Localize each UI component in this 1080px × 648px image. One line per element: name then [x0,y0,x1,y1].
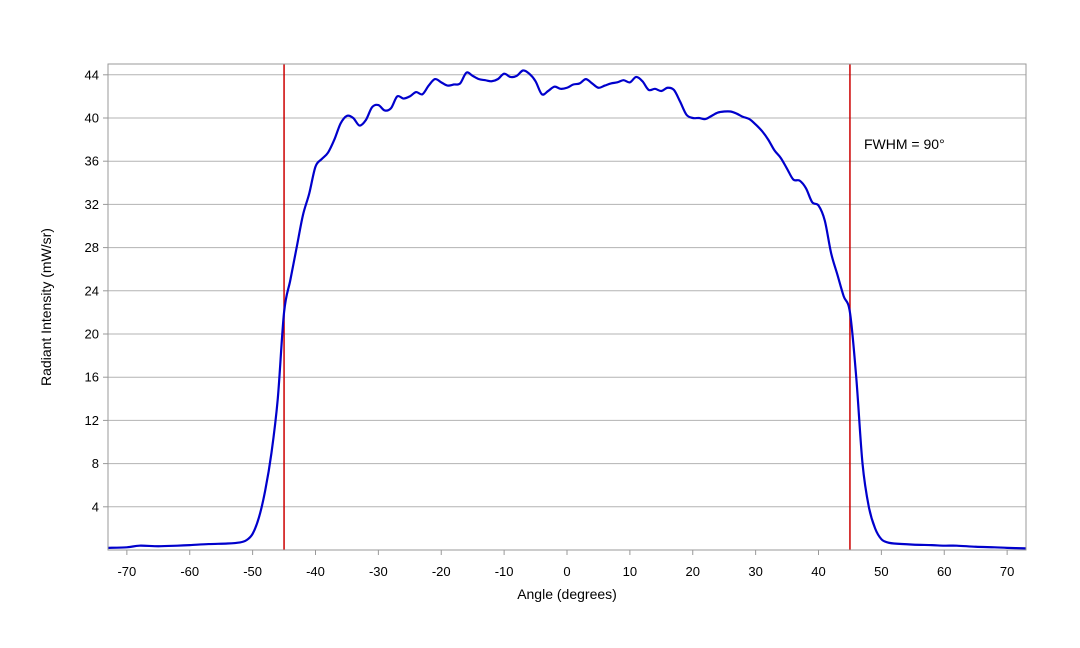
x-tick-label: 10 [623,564,637,579]
x-tick-label: 20 [686,564,700,579]
x-tick-label: -50 [243,564,262,579]
x-tick-label: 60 [937,564,951,579]
x-tick-label: -40 [306,564,325,579]
x-tick-label: -20 [432,564,451,579]
y-tick-label: 4 [92,499,99,514]
x-tick-label: 70 [1000,564,1014,579]
y-tick-label: 36 [85,154,99,169]
x-axis-ticks: -70 -60 -50 -40 -30 -20 -10 0 10 20 30 40 50 60 70 [117,550,1014,579]
grid-lines [108,74,1026,508]
series-layer [107,69,1027,550]
y-tick-label: 16 [85,370,99,385]
x-tick-label: -60 [180,564,199,579]
fwhm-annotation: FWHM = 90° [864,136,945,152]
x-tick-label: 30 [748,564,762,579]
y-axis-title: Radiant Intensity (mW/sr) [38,228,54,386]
y-tick-label: 20 [85,327,99,342]
y-tick-label: 40 [85,111,99,126]
x-tick-label: 50 [874,564,888,579]
x-tick-label: -30 [369,564,388,579]
x-axis-title: Angle (degrees) [517,586,617,602]
y-tick-label: 44 [85,67,99,82]
y-tick-label: 28 [85,240,99,255]
y-tick-label: 24 [85,283,99,298]
y-tick-label: 12 [85,413,99,428]
x-tick-label: -70 [117,564,136,579]
y-tick-label: 8 [92,456,99,471]
x-tick-label: 40 [811,564,825,579]
x-tick-label: 0 [563,564,570,579]
y-axis-ticks: 4 8 12 16 20 24 28 32 36 40 44 [85,67,108,514]
series-line-1 [107,69,1027,550]
x-tick-label: -10 [495,564,514,579]
y-tick-label: 32 [85,197,99,212]
